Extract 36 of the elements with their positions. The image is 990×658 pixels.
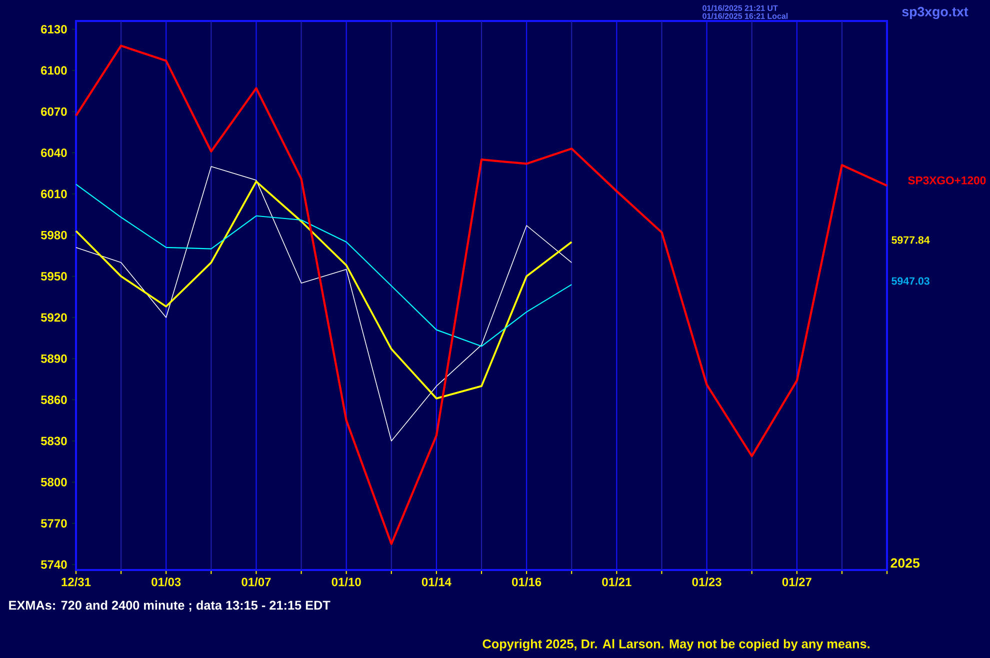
text: sp3xgo.txt bbox=[902, 6, 968, 20]
text: EXMAs: 720 and 2400 minute ; data 13:15 - 21:15 EDT bbox=[9, 600, 330, 612]
y-tick-label: 5860 bbox=[40, 396, 67, 404]
y-tick-label: 5890 bbox=[40, 354, 67, 363]
x-tick-label: 01/07 bbox=[242, 577, 271, 586]
line-series bbox=[75, 180, 573, 400]
x-tick-label: 01/21 bbox=[602, 577, 632, 586]
y-tick-label: 5830 bbox=[40, 436, 67, 446]
y-tick-label: 6040 bbox=[41, 148, 67, 158]
y-tick-label: 5770 bbox=[40, 519, 67, 528]
y-tick-label: 6010 bbox=[41, 190, 67, 198]
line-series bbox=[74, 44, 888, 545]
y-tick-label: 5740 bbox=[40, 560, 67, 569]
x-tick-label: 01/16 bbox=[512, 577, 542, 586]
text: 01/16/2025 16:21 Local bbox=[702, 13, 788, 19]
x-tick-label: 01/27 bbox=[782, 577, 812, 586]
y-tick-label: 5920 bbox=[40, 313, 67, 322]
y-tick-label: 5950 bbox=[40, 272, 67, 281]
x-tick-label: 01/14 bbox=[422, 577, 452, 586]
series-label: SP3XGO+1200 bbox=[908, 176, 986, 184]
y-tick-label: 5800 bbox=[40, 478, 67, 486]
y-tick-label: 6070 bbox=[41, 107, 67, 116]
text: 2025 bbox=[890, 558, 920, 568]
text: 01/16/2025 21:21 UT bbox=[702, 5, 778, 11]
line-series bbox=[76, 166, 572, 442]
y-tick-label: 6130 bbox=[41, 24, 67, 34]
text: 5977.84 bbox=[892, 236, 930, 244]
y-tick-label: 5980 bbox=[40, 230, 67, 240]
text: 5947.03 bbox=[892, 277, 930, 285]
x-tick-label: 01/23 bbox=[692, 577, 722, 586]
y-tick-label: 6100 bbox=[41, 66, 67, 75]
line-series bbox=[75, 184, 572, 347]
text: Copyright 2025, Dr. Al Larson. May not be copied by any means. bbox=[482, 639, 870, 651]
x-tick-label: 01/10 bbox=[332, 577, 361, 586]
x-tick-label: 01/03 bbox=[152, 577, 181, 586]
x-tick-label: 12/31 bbox=[62, 577, 91, 586]
